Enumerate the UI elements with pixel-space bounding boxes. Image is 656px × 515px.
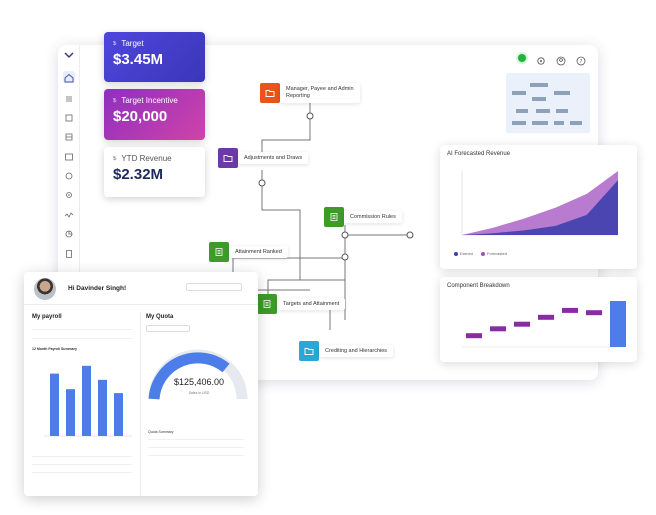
period-select[interactable] <box>186 281 242 291</box>
folder-icon <box>299 341 319 361</box>
kpi-value: $20,000 <box>113 108 168 125</box>
payroll-row <box>32 336 132 339</box>
status-indicator <box>518 54 526 62</box>
node-targets-attainment[interactable]: Targets and Attainment <box>257 294 346 314</box>
node-label: Crediting and Hierarchies <box>319 344 394 358</box>
kpi-label: Target Incentive <box>121 96 178 105</box>
bar-component <box>466 333 482 339</box>
help-icon[interactable]: ? <box>576 53 586 66</box>
panel-title: Component Breakdown <box>447 283 510 289</box>
bar-component <box>562 307 578 313</box>
gauge-subtitle: Sales in USD <box>188 391 210 395</box>
payroll-row <box>32 462 132 465</box>
node-label: Attainment Ranked <box>229 245 288 259</box>
document-icon[interactable] <box>63 247 75 259</box>
settings-icon[interactable] <box>63 188 75 200</box>
breakdown-panel: Component Breakdown <box>440 277 637 362</box>
kpi-ytd-card[interactable]: $ YTD Revenue $2.32M <box>104 147 205 197</box>
table-icon <box>257 294 277 314</box>
node-label: Commission Rules <box>344 210 402 224</box>
node-adjustments[interactable]: Adjustments and Draws <box>218 148 309 168</box>
greeting: Hi Davinder Singh! <box>68 285 127 292</box>
bar-component <box>514 321 530 327</box>
my-payroll-title: My payroll <box>32 314 62 320</box>
payroll-row <box>32 327 132 330</box>
dollar-icon: $ <box>113 97 117 104</box>
chart-icon[interactable] <box>63 150 75 162</box>
payroll-row <box>32 470 132 473</box>
node-commission-rules[interactable]: Commission Rules <box>324 207 402 227</box>
pie-icon[interactable] <box>63 227 75 239</box>
bar-component <box>586 310 602 316</box>
activity-icon[interactable] <box>63 208 75 220</box>
payroll-header: Hi Davinder Singh! <box>24 272 258 305</box>
payroll-bar <box>98 379 107 436</box>
topbar-icons: ? <box>518 53 586 66</box>
forecast-chart <box>461 171 618 236</box>
gear-icon[interactable] <box>536 53 546 65</box>
folder-icon <box>260 83 280 103</box>
payroll-row <box>32 454 132 457</box>
my-quota-title: My Quota <box>146 314 174 320</box>
node-manager-reporting[interactable]: Manager, Payee and Admin Reporting <box>260 83 360 103</box>
svg-text:?: ? <box>580 59 583 65</box>
node-label: Manager, Payee and Admin Reporting <box>280 83 360 103</box>
bar-total <box>610 301 626 347</box>
bar-component <box>538 314 554 320</box>
series-area-earned <box>462 180 618 235</box>
table-icon[interactable] <box>63 130 75 142</box>
table-icon <box>209 242 229 262</box>
quota-row <box>148 437 244 440</box>
node-label: Adjustments and Draws <box>238 151 309 165</box>
target-icon[interactable] <box>63 169 75 181</box>
sidebar <box>58 45 80 380</box>
dollar-icon: $ <box>113 40 117 47</box>
gauge-amount: $125,406.00 <box>173 377 225 387</box>
quota-gauge <box>148 349 248 400</box>
kpi-label: Target <box>121 39 144 48</box>
payroll-bar <box>50 373 59 436</box>
quota-row <box>148 453 244 456</box>
breakdown-chart <box>462 301 626 348</box>
legend-earned: Earned <box>454 251 473 256</box>
bar-component <box>490 326 506 332</box>
dollar-icon: $ <box>113 155 117 162</box>
list-icon[interactable] <box>63 92 75 104</box>
quota-row <box>148 445 244 448</box>
payroll-bar <box>114 393 123 436</box>
payroll-chart <box>44 365 132 437</box>
logo-icon <box>64 52 74 59</box>
period-dropdown[interactable] <box>186 283 242 291</box>
node-crediting-hierarchies[interactable]: Crediting and Hierarchies <box>299 341 394 361</box>
payroll-chart-title: 12 Month Payroll Summary <box>32 347 77 351</box>
payroll-bar <box>82 365 91 436</box>
user-icon[interactable] <box>556 53 566 66</box>
kpi-incentive-card[interactable]: $ Target Incentive $20,000 <box>104 89 205 140</box>
folder-icon <box>218 148 238 168</box>
legend-forecasted: Forecasted <box>480 251 507 256</box>
node-attainment-ranked[interactable]: Attainment Ranked <box>209 242 288 262</box>
home-icon[interactable] <box>63 71 75 83</box>
payroll-bar <box>66 389 75 436</box>
kpi-target-card[interactable]: $ Target $3.45M <box>104 32 205 82</box>
kpi-value: $3.45M <box>113 51 164 68</box>
tree-icon[interactable] <box>63 111 75 123</box>
kpi-value: $2.32M <box>113 166 164 183</box>
column-divider <box>140 312 141 496</box>
forecast-panel: AI Forecasted Revenue Earned Forecasted <box>440 145 637 269</box>
panel-title: AI Forecasted Revenue <box>447 151 511 157</box>
forecast-legend: Earned Forecasted <box>454 251 507 256</box>
kpi-label: YTD Revenue <box>121 154 172 163</box>
avatar[interactable] <box>34 278 56 300</box>
table-icon <box>324 207 344 227</box>
quota-summary-title: Quota Summary <box>148 430 174 434</box>
payroll-panel: Hi Davinder Singh! My payroll My Quota 1… <box>24 272 258 496</box>
quota-period-dropdown[interactable] <box>146 325 190 332</box>
node-label: Targets and Attainment <box>277 297 346 311</box>
minimap[interactable] <box>506 73 590 133</box>
